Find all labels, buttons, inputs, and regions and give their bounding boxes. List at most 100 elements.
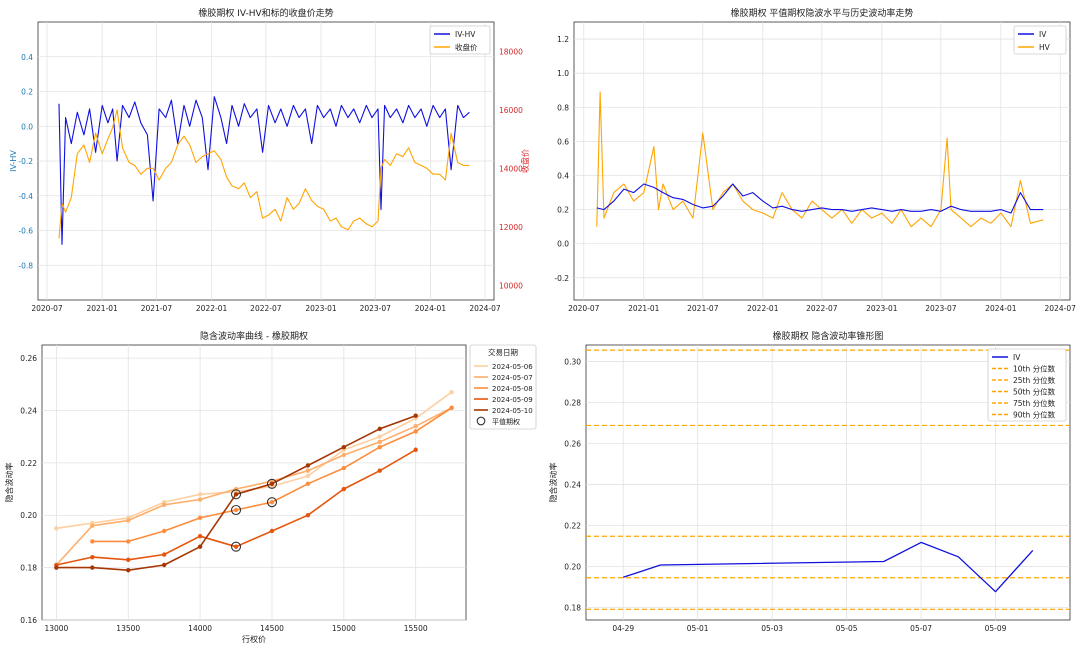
x-tick-label: 2022-01 [196,304,228,313]
y-axis-label: 隐含波动率 [4,463,14,503]
atm-marker [230,541,242,552]
series-line-1 [55,407,452,566]
data-point [341,452,347,458]
x-tick-label: 2022-07 [806,304,838,313]
atm-marker [266,478,278,489]
legend-label: 2024-05-09 [492,396,533,404]
y-tick-label: 0.8 [557,103,569,112]
y-tick-label: 0.4 [557,171,569,180]
data-point [233,507,239,513]
data-point [197,533,203,539]
y-tick-label: 0.16 [20,616,37,625]
data-point [269,528,275,534]
x-tick-label: 2021-07 [141,304,173,313]
y-tick-label: 0.22 [564,522,581,531]
legend-label: 收盘价 [455,42,478,52]
y-tick-label: 0.0 [557,240,569,249]
atm-marker [230,489,242,500]
data-point [126,518,131,523]
data-point [305,468,311,473]
y2-tick-label: 14000 [499,164,523,173]
x-tick-label: 05-03 [761,624,783,633]
x-tick-label: 05-01 [687,624,709,633]
data-point [449,405,454,411]
y2-tick-label: 12000 [499,223,523,232]
data-point [269,481,275,487]
data-point [90,539,95,544]
x-tick-label: 05-09 [985,624,1007,633]
y-tick-label: 0.0 [21,122,33,131]
legend-label: 25th 分位数 [1013,375,1056,385]
legend-label: 平值期权 [492,417,520,426]
data-point [377,444,382,450]
data-point [161,528,167,534]
y-tick-label: 0.20 [20,511,37,520]
legend-label: 2024-05-06 [492,363,533,371]
data-point [341,444,347,450]
x-tick-label: 2022-07 [250,304,282,313]
data-point [197,492,203,497]
legend-label: 75th 分位数 [1013,398,1056,408]
y-tick-label: 0.6 [557,137,569,146]
y-tick-label: 0.30 [564,357,581,366]
x-tick-label: 2022-01 [747,304,779,313]
data-point [377,468,382,473]
y2-tick-label: 16000 [499,106,523,115]
y-tick-label: 0.26 [564,440,581,449]
data-point [413,429,418,434]
data-point [305,473,311,479]
data-point [161,552,167,557]
legend-label: IV [1013,353,1021,362]
x-tick-label: 2023-01 [866,304,898,313]
x-tick-label: 15000 [332,624,356,633]
legend-label: IV-HV [455,30,476,39]
atm-marker [230,504,242,516]
data-point [233,544,239,549]
y-tick-label: 0.24 [564,481,581,490]
y-tick-label: 1.2 [557,35,569,44]
x-tick-label: 04-29 [612,624,634,633]
data-point [126,568,131,573]
data-point [449,389,454,395]
y2-axis-label: 收盘价 [520,149,530,173]
chart-panel-0: 橡胶期权 IV-HV和标的收盘价走势 0.4 0.2 0.0 -0.2 -0.4 -0.6 -… [9,7,530,313]
data-point [305,463,311,468]
plot-area [41,344,467,621]
legend-label: 2024-05-08 [492,385,533,393]
chart-title: 橡胶期权 平值期权隐波水平与历史波动率走势 [731,7,914,19]
data-point [413,413,418,418]
data-point [377,439,382,445]
data-point [90,523,95,528]
x-tick-label: 13000 [44,624,68,633]
x-tick-label: 13500 [116,624,140,633]
data-point [161,502,167,507]
legend-label: IV [1039,30,1047,39]
x-tick-label: 14000 [188,624,212,633]
data-point [269,499,275,505]
x-tick-label: 2021-01 [628,304,660,313]
chart-panel-1: 橡胶期权 平值期权隐波水平与历史波动率走势 1.2 1.0 0.8 0.6 0.4 0.2 0… [554,7,1076,313]
y-tick-label: 0.28 [564,398,581,407]
x-tick-label: 2023-07 [360,304,392,313]
legend-swatch [476,416,486,426]
legend-label: 50th 分位数 [1013,387,1056,397]
y-tick-label: -0.6 [18,227,33,236]
data-point [413,447,418,452]
x-tick-label: 05-05 [836,624,858,633]
y-tick-label: -0.2 [18,157,33,166]
data-point [90,554,95,560]
x-tick-label: 2021-01 [86,304,118,313]
y-tick-label: 0.18 [564,604,581,613]
x-tick-label: 2024-07 [469,304,501,313]
y-axis-label: 隐含波动率 [548,463,558,503]
series-line-1 [58,109,470,239]
chart-title: 橡胶期权 隐含波动率锥形图 [773,330,884,342]
legend-label: 90th 分位数 [1013,410,1056,420]
x-tick-label: 2023-07 [925,304,957,313]
legend-label: HV [1039,43,1051,52]
x-tick-label: 2024-01 [415,304,447,313]
y-tick-label: 0.22 [20,459,37,468]
data-point [197,515,203,521]
y2-tick-label: 18000 [499,47,523,56]
